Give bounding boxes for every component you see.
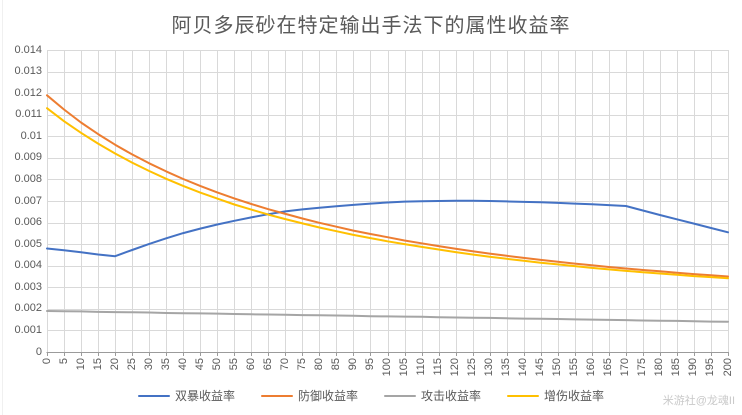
legend-item-1: 防御收益率 <box>260 387 358 404</box>
legend-item-2: 攻击收益率 <box>384 387 481 404</box>
series-line-0 <box>46 199 729 258</box>
y-tick-label: 0.005 <box>14 237 42 250</box>
x-tick-label: 95 <box>363 358 376 371</box>
x-tick-label: 200 <box>721 358 734 377</box>
y-tick-label: 0.007 <box>14 194 42 207</box>
x-tick-label: 45 <box>193 358 206 371</box>
left-edge-divider <box>2 0 3 415</box>
x-tick-label: 120 <box>449 358 462 377</box>
x-tick-label: 25 <box>125 358 138 371</box>
x-tick-label: 140 <box>517 358 530 377</box>
x-tick-label: 110 <box>415 358 428 376</box>
x-tick-label: 90 <box>346 358 359 371</box>
legend-label: 增伤收益率 <box>544 389 605 403</box>
x-tick-label: 165 <box>602 358 615 377</box>
y-tick-label: 0.009 <box>14 151 42 164</box>
x-tick-label: 105 <box>398 358 411 377</box>
x-tick-label: 55 <box>227 358 240 371</box>
x-tick-label: 185 <box>670 358 683 377</box>
x-tick-label: 145 <box>534 358 547 377</box>
x-tick-label: 195 <box>704 358 717 377</box>
y-tick-label: 0.013 <box>14 65 42 78</box>
legend-line-swatch <box>507 394 540 397</box>
x-tick-label: 65 <box>261 358 274 371</box>
series-line-1 <box>46 94 729 278</box>
legend-label: 双暴收益率 <box>174 389 235 403</box>
y-tick-label: 0.003 <box>14 280 42 293</box>
y-tick-label: 0.002 <box>14 302 42 315</box>
y-tick-label: 0.012 <box>14 86 42 99</box>
x-tick-label: 180 <box>653 358 666 377</box>
x-tick-label: 135 <box>500 358 513 377</box>
legend-item-0: 双暴收益率 <box>137 387 235 404</box>
y-tick-label: 0.014 <box>14 43 42 56</box>
x-tick-label: 40 <box>176 358 189 371</box>
x-tick-label: 100 <box>381 358 393 377</box>
series-line-2 <box>46 310 729 323</box>
x-tick-label: 150 <box>551 358 564 377</box>
y-tick-label: 0.008 <box>14 172 42 185</box>
y-tick-label: 0.004 <box>14 259 42 272</box>
x-tick-label: 130 <box>483 358 496 377</box>
y-tick-label: 0.011 <box>15 108 42 121</box>
legend-line-swatch <box>137 394 170 397</box>
x-tick-label: 0 <box>40 358 53 365</box>
chart-title: 阿贝多辰砂在特定输出手法下的属性收益率 <box>171 15 571 37</box>
x-tick-label: 20 <box>108 358 121 371</box>
x-tick-label: 175 <box>636 358 649 377</box>
x-tick-label: 190 <box>687 358 700 377</box>
y-tick-label: 0 <box>35 345 42 358</box>
x-tick-label: 155 <box>568 358 581 377</box>
x-tick-label: 160 <box>585 358 598 377</box>
x-tick-label: 170 <box>619 358 632 377</box>
x-tick-label: 70 <box>278 358 291 371</box>
legend-label: 防御收益率 <box>297 389 358 403</box>
x-tick-label: 60 <box>244 358 257 371</box>
x-tick-label: 30 <box>142 358 155 371</box>
watermark-text: 米游社@龙魂II <box>662 395 735 407</box>
x-tick-label: 80 <box>312 358 325 371</box>
x-tick-label: 50 <box>210 358 223 371</box>
x-tick-label: 5 <box>57 358 70 365</box>
x-tick-label: 115 <box>432 358 445 376</box>
legend-label: 攻击收益率 <box>421 389 482 403</box>
legend-line-swatch <box>384 394 416 397</box>
legend-line-swatch <box>260 394 293 397</box>
x-tick-label: 75 <box>295 358 308 371</box>
x-tick-label: 85 <box>329 358 342 371</box>
y-tick-label: 0.006 <box>14 216 42 229</box>
y-tick-label: 0.001 <box>14 323 42 336</box>
x-tick-label: 10 <box>74 358 87 371</box>
legend-item-3: 增伤收益率 <box>507 387 604 404</box>
x-tick-label: 35 <box>159 358 172 371</box>
chart-legend: 双暴收益率 防御收益率 攻击收益率 增伤收益率 <box>0 387 742 404</box>
x-tick-label: 125 <box>466 358 479 377</box>
series-line-3 <box>46 107 729 280</box>
x-tick-label: 15 <box>91 358 104 371</box>
y-tick-label: 0.01 <box>20 129 42 142</box>
